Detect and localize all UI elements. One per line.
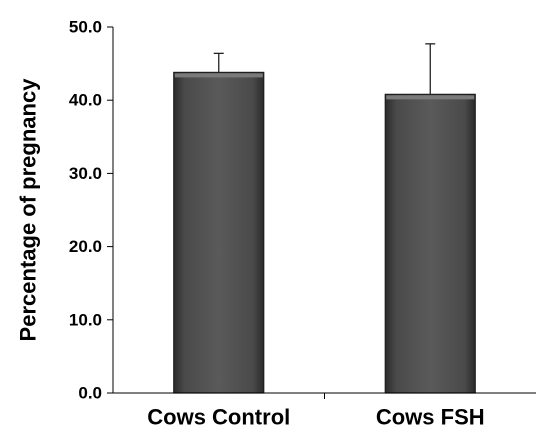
y-tick-label: 0.0 <box>78 384 102 403</box>
x-category-label: Cows FSH <box>376 405 485 430</box>
y-tick-label: 30.0 <box>69 164 102 183</box>
x-category-label: Cows Control <box>147 405 290 430</box>
bar <box>173 71 265 394</box>
bar-bevel <box>386 95 475 100</box>
y-tick-label: 20.0 <box>69 237 102 256</box>
axes-layer: 0.0 10.0 20.0 30.0 40.0 50.0 Cows Control Cows … <box>69 18 536 430</box>
y-tick-label: 40.0 <box>69 91 102 110</box>
y-axis-title: Percentage of pregnancy <box>16 78 41 342</box>
y-tick-label: 50.0 <box>69 18 102 37</box>
bars-layer <box>173 71 476 394</box>
y-tick-label: 10.0 <box>69 310 102 329</box>
bar <box>384 93 476 394</box>
bar-bevel <box>174 73 263 78</box>
